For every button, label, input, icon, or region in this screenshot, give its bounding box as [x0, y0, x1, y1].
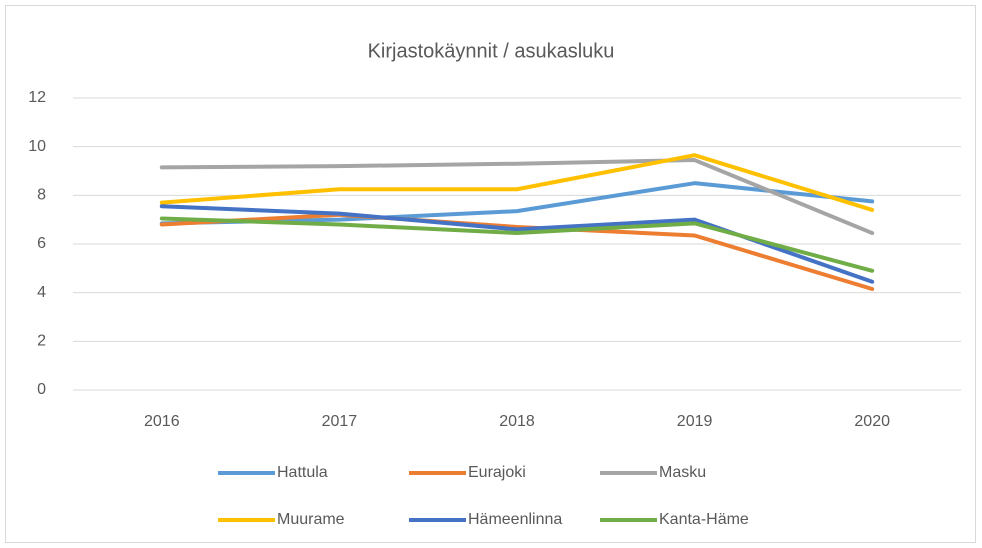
x-tick-label: 2020 — [854, 413, 890, 430]
x-tick-label: 2017 — [322, 413, 358, 430]
y-tick-label: 2 — [37, 333, 46, 350]
y-tick-label: 10 — [28, 138, 46, 155]
line-series — [159, 158, 875, 236]
chart-title: Kirjastokäynnit / asukasluku — [368, 40, 615, 62]
x-tick-label: 2018 — [499, 413, 535, 430]
legend-label: Kanta-Häme — [659, 511, 749, 528]
y-tick-label: 4 — [37, 284, 46, 301]
y-tick-label: 0 — [37, 381, 46, 398]
x-tick-label: 2019 — [677, 413, 713, 430]
y-tick-label: 8 — [37, 187, 46, 204]
legend-label: Hämeenlinna — [468, 511, 562, 528]
legend-label: Masku — [659, 464, 706, 481]
line-series — [159, 153, 875, 212]
x-tick-label: 2016 — [144, 413, 180, 430]
legend-label: Hattula — [277, 464, 328, 481]
legend-label: Muurame — [277, 511, 345, 528]
legend-label: Eurajoki — [468, 464, 526, 481]
y-tick-label: 12 — [28, 89, 46, 106]
y-tick-label: 6 — [37, 235, 46, 252]
line-series — [159, 216, 875, 273]
line-series — [159, 212, 875, 292]
chart-border — [5, 5, 976, 543]
